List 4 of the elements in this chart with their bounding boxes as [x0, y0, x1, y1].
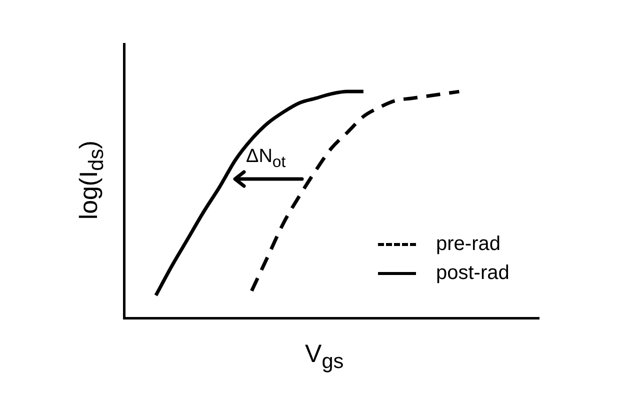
annotation: ΔN$_{ot}$: [246, 146, 286, 172]
legend-label: post-rad: [436, 262, 510, 285]
x-axis-title: V$_{gs}$: [305, 340, 344, 374]
legend-label: pre-rad: [436, 233, 500, 256]
